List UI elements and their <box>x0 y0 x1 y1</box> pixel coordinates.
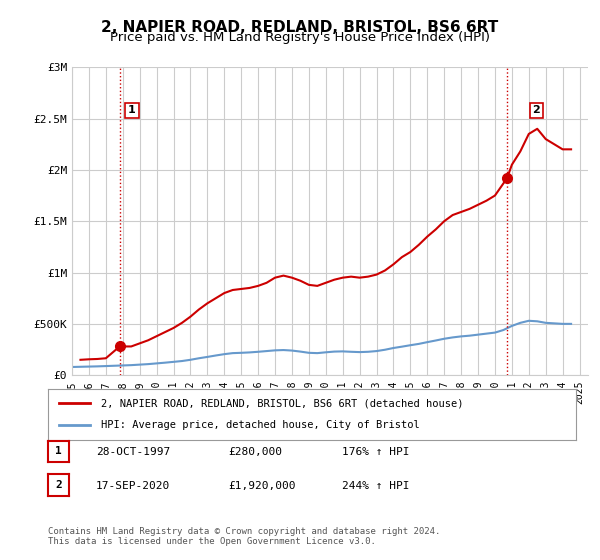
Text: Contains HM Land Registry data © Crown copyright and database right 2024.
This d: Contains HM Land Registry data © Crown c… <box>48 526 440 546</box>
Text: 2: 2 <box>55 480 62 490</box>
Text: 1: 1 <box>55 446 62 456</box>
Text: 1: 1 <box>128 105 136 115</box>
Text: 244% ↑ HPI: 244% ↑ HPI <box>342 480 409 491</box>
Text: 17-SEP-2020: 17-SEP-2020 <box>96 480 170 491</box>
Text: £280,000: £280,000 <box>228 447 282 457</box>
Text: 2: 2 <box>533 105 540 115</box>
Text: 2, NAPIER ROAD, REDLAND, BRISTOL, BS6 6RT (detached house): 2, NAPIER ROAD, REDLAND, BRISTOL, BS6 6R… <box>101 398 463 408</box>
Text: 2, NAPIER ROAD, REDLAND, BRISTOL, BS6 6RT: 2, NAPIER ROAD, REDLAND, BRISTOL, BS6 6R… <box>101 20 499 35</box>
Text: HPI: Average price, detached house, City of Bristol: HPI: Average price, detached house, City… <box>101 421 419 431</box>
Text: £1,920,000: £1,920,000 <box>228 480 296 491</box>
Text: 28-OCT-1997: 28-OCT-1997 <box>96 447 170 457</box>
Text: 176% ↑ HPI: 176% ↑ HPI <box>342 447 409 457</box>
Text: Price paid vs. HM Land Registry's House Price Index (HPI): Price paid vs. HM Land Registry's House … <box>110 31 490 44</box>
